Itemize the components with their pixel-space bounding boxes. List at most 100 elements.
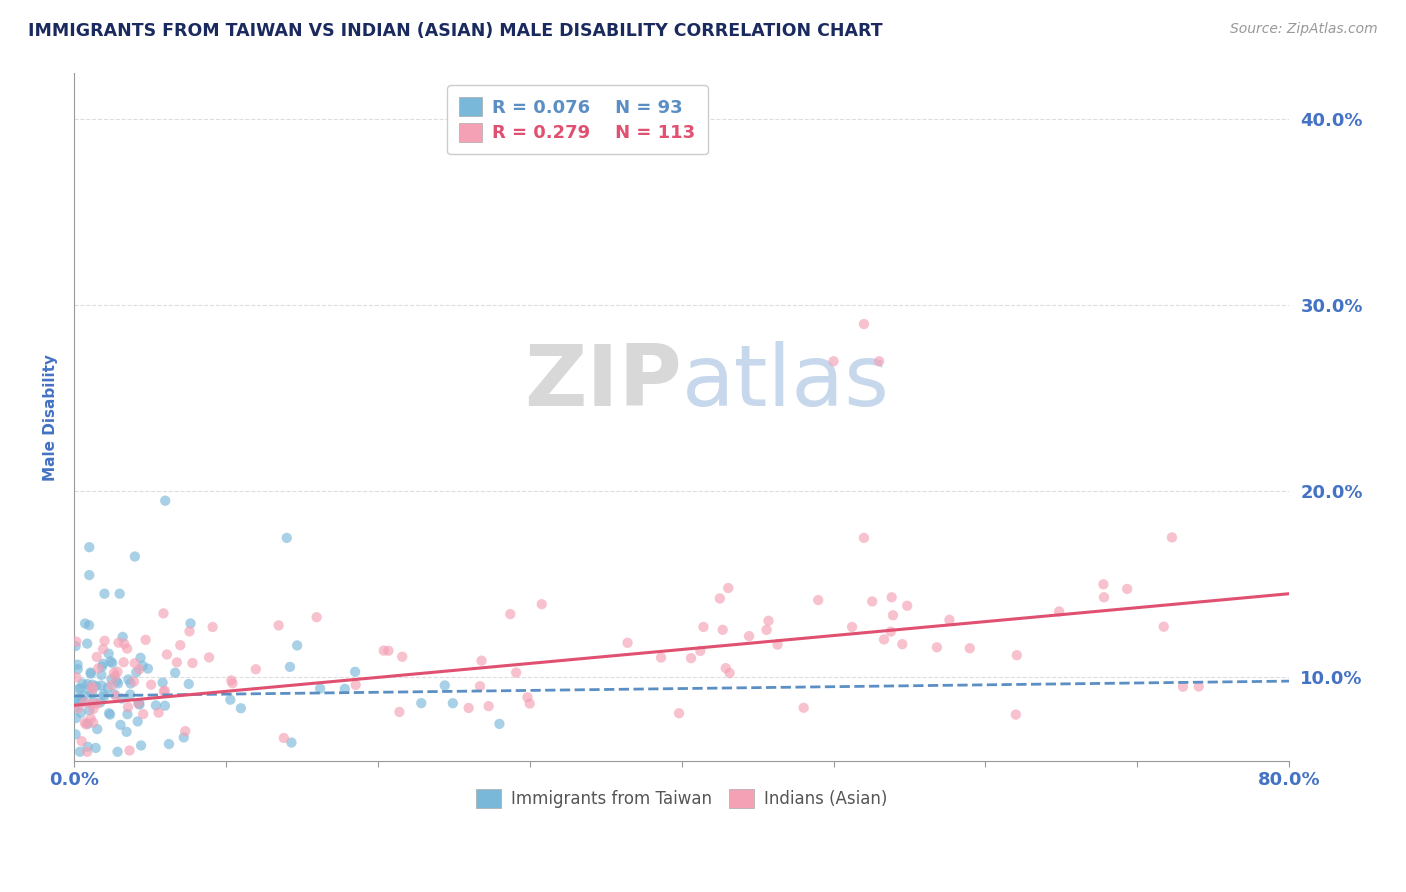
Point	[70, 734, 93, 748]
Point	[717, 581, 740, 595]
Point	[738, 629, 761, 643]
Point	[75, 616, 97, 631]
Point	[441, 696, 464, 710]
Point	[499, 607, 522, 621]
Point	[1005, 707, 1028, 722]
Point	[65, 727, 87, 741]
Point	[79, 568, 101, 582]
Point	[711, 623, 734, 637]
Point	[152, 675, 174, 690]
Point	[1161, 530, 1184, 544]
Point	[896, 599, 918, 613]
Point	[65, 711, 87, 725]
Point	[391, 649, 413, 664]
Point	[1005, 648, 1028, 663]
Point	[891, 637, 914, 651]
Point	[681, 651, 703, 665]
Point	[77, 682, 100, 697]
Point	[108, 587, 131, 601]
Point	[97, 647, 120, 661]
Point	[519, 697, 541, 711]
Point	[766, 638, 789, 652]
Point	[107, 635, 129, 649]
Point	[174, 724, 197, 739]
Point	[852, 317, 875, 331]
Point	[65, 639, 87, 653]
Point	[179, 624, 201, 639]
Point	[823, 354, 845, 368]
Point	[107, 665, 129, 679]
Point	[91, 659, 114, 673]
Point	[107, 676, 129, 690]
Point	[1116, 582, 1139, 596]
Point	[852, 531, 875, 545]
Point	[793, 700, 815, 714]
Text: ZIP: ZIP	[524, 341, 682, 424]
Point	[93, 690, 115, 704]
Point	[120, 676, 142, 690]
Y-axis label: Male Disability: Male Disability	[44, 353, 58, 481]
Point	[1188, 680, 1211, 694]
Point	[718, 666, 741, 681]
Point	[280, 735, 302, 749]
Point	[181, 656, 204, 670]
Point	[90, 668, 112, 682]
Point	[148, 706, 170, 720]
Point	[72, 693, 94, 707]
Point	[128, 697, 150, 711]
Point	[129, 739, 152, 753]
Point	[128, 662, 150, 676]
Point	[103, 687, 125, 701]
Point	[169, 638, 191, 652]
Point	[111, 630, 134, 644]
Point	[65, 700, 87, 714]
Point	[344, 678, 367, 692]
Point	[177, 677, 200, 691]
Point	[758, 614, 780, 628]
Point	[75, 717, 97, 731]
Point	[122, 674, 145, 689]
Point	[120, 688, 142, 702]
Point	[80, 666, 103, 681]
Point	[373, 643, 395, 657]
Point	[105, 674, 128, 689]
Point	[860, 594, 883, 608]
Point	[273, 731, 295, 745]
Point	[229, 701, 252, 715]
Point	[69, 681, 91, 696]
Point	[97, 681, 120, 695]
Point	[882, 608, 904, 623]
Point	[90, 678, 112, 692]
Point	[117, 673, 139, 687]
Point	[84, 679, 107, 693]
Point	[488, 717, 510, 731]
Text: atlas: atlas	[682, 341, 890, 424]
Point	[100, 672, 122, 686]
Point	[77, 716, 100, 731]
Point	[86, 649, 108, 664]
Point	[278, 660, 301, 674]
Point	[1092, 591, 1115, 605]
Point	[117, 707, 139, 722]
Point	[112, 637, 135, 651]
Point	[868, 354, 890, 368]
Point	[132, 658, 155, 673]
Point	[221, 673, 243, 688]
Point	[86, 697, 108, 711]
Point	[103, 665, 125, 680]
Point	[125, 665, 148, 680]
Point	[938, 613, 960, 627]
Point	[91, 642, 114, 657]
Point	[117, 700, 139, 714]
Point	[478, 699, 501, 714]
Point	[201, 620, 224, 634]
Point	[101, 656, 124, 670]
Point	[76, 637, 98, 651]
Point	[79, 665, 101, 680]
Point	[180, 616, 202, 631]
Point	[198, 650, 221, 665]
Point	[219, 692, 242, 706]
Point	[433, 678, 456, 692]
Point	[91, 657, 114, 671]
Point	[82, 678, 104, 692]
